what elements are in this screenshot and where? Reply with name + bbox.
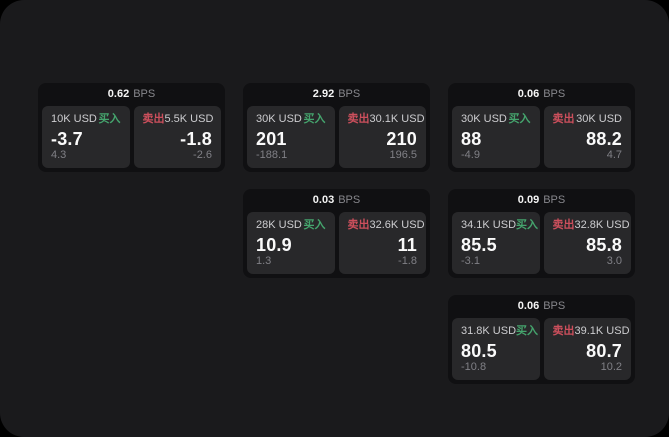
bps-unit-label: BPS (338, 194, 361, 206)
sell-amount: 32.8K USD (574, 219, 630, 231)
buy-amount: 30K USD (256, 113, 302, 125)
bps-value: 2.92 (312, 88, 335, 100)
sell-amount: 5.5K USD (164, 113, 214, 125)
bps-unit-label: BPS (133, 88, 156, 100)
buy-delta: 4.3 (51, 149, 67, 161)
sell-tag: 卖出 (552, 113, 575, 125)
bps-header: 0.03 BPS (243, 189, 430, 212)
buy-tag: 买入 (516, 219, 539, 231)
buy-tag: 买入 (508, 113, 531, 125)
sell-amount: 30K USD (576, 113, 622, 125)
buy-tile[interactable]: 10K USD 买入 -3.7 4.3 (42, 106, 130, 168)
buy-tile[interactable]: 28K USD 买入 10.9 1.3 (247, 212, 335, 274)
bps-header: 0.62 BPS (38, 83, 225, 106)
buy-tile[interactable]: 34.1K USD 买入 85.5 -3.1 (452, 212, 540, 274)
buy-price: -3.7 (51, 129, 83, 149)
quote-row: 34.1K USD 买入 85.5 -3.1 卖出 32.8K USD 85.8… (448, 212, 635, 278)
bps-unit-label: BPS (543, 88, 566, 100)
buy-tag: 买入 (303, 113, 326, 125)
sell-amount: 30.1K USD (369, 113, 425, 125)
bps-header: 0.09 BPS (448, 189, 635, 212)
buy-price: 85.5 (461, 235, 497, 255)
buy-price: 10.9 (256, 235, 292, 255)
bps-value: 0.06 (517, 88, 540, 100)
bps-value: 0.03 (312, 194, 335, 206)
sell-delta: 3.0 (606, 255, 622, 267)
bps-card: 0.03 BPS 28K USD 买入 10.9 1.3 卖出 32.6K US… (243, 189, 430, 278)
sell-tag: 卖出 (552, 325, 575, 337)
bps-card: 0.62 BPS 10K USD 买入 -3.7 4.3 卖出 5.5K USD (38, 83, 225, 172)
bps-value: 0.09 (517, 194, 540, 206)
buy-price: 88 (461, 129, 482, 149)
buy-amount: 31.8K USD (461, 325, 517, 337)
bps-card: 0.09 BPS 34.1K USD 买入 85.5 -3.1 卖出 32.8K… (448, 189, 635, 278)
sell-delta: 10.2 (600, 361, 622, 373)
sell-price: 85.8 (586, 235, 622, 255)
buy-delta: 1.3 (256, 255, 272, 267)
sell-tile[interactable]: 卖出 5.5K USD -1.8 -2.6 (133, 106, 221, 168)
sell-price: 88.2 (586, 129, 622, 149)
sell-price: 80.7 (586, 341, 622, 361)
sell-price: -1.8 (180, 129, 212, 149)
buy-amount: 30K USD (461, 113, 507, 125)
sell-price: 210 (386, 129, 417, 149)
buy-tag: 买入 (98, 113, 121, 125)
bps-unit-label: BPS (543, 300, 566, 312)
buy-amount: 10K USD (51, 113, 97, 125)
buy-amount: 28K USD (256, 219, 302, 231)
quote-row: 10K USD 买入 -3.7 4.3 卖出 5.5K USD -1.8 -2.… (38, 106, 225, 172)
bps-card: 2.92 BPS 30K USD 买入 201 -188.1 卖出 30.1K … (243, 83, 430, 172)
buy-price: 201 (256, 129, 287, 149)
buy-tag: 买入 (303, 219, 326, 231)
quote-row: 30K USD 买入 201 -188.1 卖出 30.1K USD 210 1… (243, 106, 430, 172)
buy-price: 80.5 (461, 341, 497, 361)
bps-unit-label: BPS (543, 194, 566, 206)
bps-unit-label: BPS (338, 88, 361, 100)
buy-delta: -3.1 (461, 255, 480, 267)
sell-tile[interactable]: 卖出 32.8K USD 85.8 3.0 (543, 212, 631, 274)
buy-tile[interactable]: 30K USD 买入 201 -188.1 (247, 106, 335, 168)
buy-tile[interactable]: 30K USD 买入 88 -4.9 (452, 106, 540, 168)
bps-header: 0.06 BPS (448, 83, 635, 106)
bps-value: 0.06 (517, 300, 540, 312)
sell-tile[interactable]: 卖出 30.1K USD 210 196.5 (338, 106, 426, 168)
quote-row: 31.8K USD 买入 80.5 -10.8 卖出 39.1K USD 80.… (448, 318, 635, 384)
sell-delta: 4.7 (606, 149, 622, 161)
sell-tag: 卖出 (552, 219, 575, 231)
bps-header: 2.92 BPS (243, 83, 430, 106)
sell-delta: -2.6 (193, 149, 212, 161)
buy-tag: 买入 (516, 325, 539, 337)
bps-card: 0.06 BPS 30K USD 买入 88 -4.9 卖出 30K USD (448, 83, 635, 172)
sell-amount: 32.6K USD (369, 219, 425, 231)
buy-delta: -10.8 (461, 361, 487, 373)
sell-price: 11 (397, 235, 417, 255)
sell-tag: 卖出 (347, 219, 370, 231)
sell-tag: 卖出 (347, 113, 370, 125)
buy-amount: 34.1K USD (461, 219, 517, 231)
sell-tile[interactable]: 卖出 32.6K USD 11 -1.8 (338, 212, 426, 274)
quote-row: 30K USD 买入 88 -4.9 卖出 30K USD 88.2 4.7 (448, 106, 635, 172)
sell-delta: -1.8 (398, 255, 417, 267)
sell-tag: 卖出 (142, 113, 165, 125)
sell-amount: 39.1K USD (574, 325, 630, 337)
bps-card: 0.06 BPS 31.8K USD 买入 80.5 -10.8 卖出 39.1… (448, 295, 635, 384)
sell-tile[interactable]: 卖出 39.1K USD 80.7 10.2 (543, 318, 631, 380)
bps-header: 0.06 BPS (448, 295, 635, 318)
quote-row: 28K USD 买入 10.9 1.3 卖出 32.6K USD 11 -1.8 (243, 212, 430, 278)
quote-card-grid: 0.62 BPS 10K USD 买入 -3.7 4.3 卖出 5.5K USD (38, 83, 635, 384)
bps-value: 0.62 (107, 88, 130, 100)
buy-delta: -188.1 (256, 149, 288, 161)
buy-delta: -4.9 (461, 149, 480, 161)
sell-tile[interactable]: 卖出 30K USD 88.2 4.7 (543, 106, 631, 168)
buy-tile[interactable]: 31.8K USD 买入 80.5 -10.8 (452, 318, 540, 380)
sell-delta: 196.5 (389, 149, 417, 161)
